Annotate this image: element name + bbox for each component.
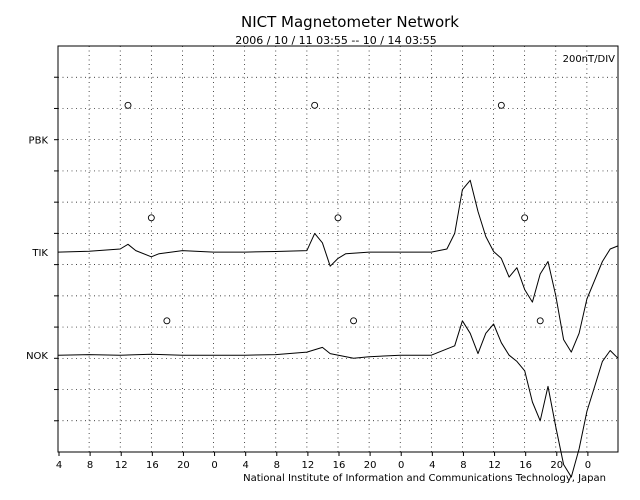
x-tick-label: 16 [146, 460, 159, 471]
x-tick-label: 12 [302, 460, 315, 471]
x-tick-label: 8 [87, 460, 93, 471]
x-tick-label: 12 [488, 460, 501, 471]
x-tick-label: 20 [177, 460, 190, 471]
footer-credit: National Institute of Information and Co… [243, 473, 606, 484]
midnight-marker [163, 317, 171, 325]
midnight-marker [311, 101, 319, 109]
chart-subtitle: 2006 / 10 / 11 03:55 -- 10 / 14 03:55 [235, 34, 436, 47]
scale-label: 200nT/DIV [563, 54, 616, 65]
chart-title: NICT Magnetometer Network [241, 13, 459, 31]
series-line-tik [57, 179, 619, 353]
x-tick-label: 4 [242, 460, 248, 471]
midnight-marker [521, 214, 529, 222]
x-tick-label: 20 [550, 460, 563, 471]
x-tick-label: 20 [364, 460, 377, 471]
midnight-marker [536, 317, 544, 325]
x-tick-label: 0 [398, 460, 404, 471]
series-label-nok: NOK [26, 351, 48, 362]
series-layer [57, 179, 619, 478]
series-label-pbk: PBK [29, 136, 49, 147]
x-tick-label: 8 [460, 460, 466, 471]
x-tick-label: 8 [274, 460, 280, 471]
midnight-marker [497, 101, 505, 109]
midnight-marker [124, 101, 132, 109]
grid [54, 46, 618, 452]
x-axis: 4 8 12 16 20 0 4 8 12 16 20 0 4 8 12 16 20 0 [56, 452, 591, 471]
x-tick-label: 12 [115, 460, 128, 471]
x-tick-label: 16 [333, 460, 346, 471]
x-tick-label: 4 [56, 460, 62, 471]
midnight-marker [350, 317, 358, 325]
labels-layer: PBK TIK NOK [26, 136, 48, 362]
x-tick-label: 4 [429, 460, 435, 471]
markers-layer [124, 101, 544, 325]
x-tick-label: 0 [585, 460, 591, 471]
x-tick-label: 0 [211, 460, 217, 471]
series-label-tik: TIK [31, 248, 48, 259]
midnight-marker [334, 214, 342, 222]
series-line-nok [57, 320, 619, 478]
x-tick-label: 16 [519, 460, 532, 471]
midnight-marker [147, 214, 155, 222]
